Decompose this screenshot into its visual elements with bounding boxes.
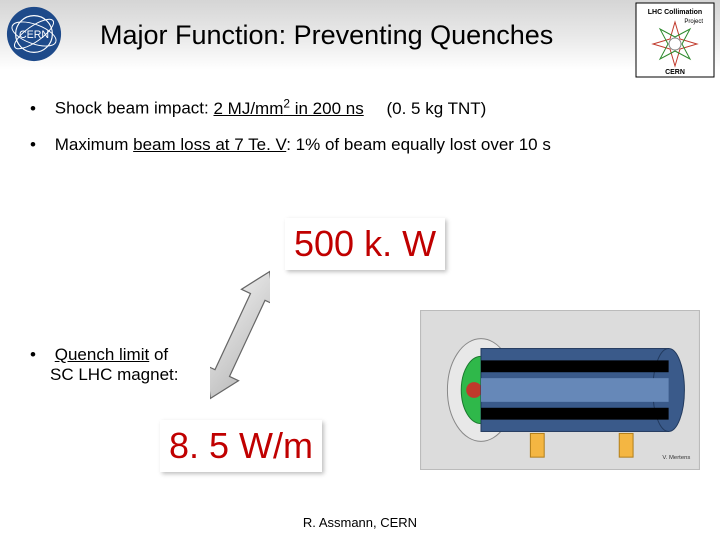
magnet-cutaway-illustration: V. Mertens <box>420 310 700 470</box>
shock-val-a: 2 MJ/mm <box>213 99 283 118</box>
value-500kw: 500 k. W <box>285 218 445 270</box>
svg-text:V. Mertens: V. Mertens <box>662 455 690 461</box>
shock-prefix: Shock beam impact: <box>55 99 214 118</box>
bullet-quench: • Quench limit of SC LHC magnet: <box>30 345 179 385</box>
proj-label-mid: Project <box>684 19 703 25</box>
bullet-shock: • Shock beam impact: 2 MJ/mm2 in 200 ns … <box>30 96 690 119</box>
maxloss-prefix: Maximum <box>55 135 133 154</box>
quench-under: Quench limit <box>55 345 149 364</box>
double-arrow-icon <box>210 265 270 405</box>
maxloss-under: beam loss at 7 Te. V <box>133 135 286 154</box>
proj-label-top: LHC Collimation <box>648 9 702 16</box>
content-area: • Shock beam impact: 2 MJ/mm2 in 200 ns … <box>0 70 720 155</box>
header-bar: CERN Major Function: Preventing Quenches… <box>0 0 720 70</box>
shock-tail: (0. 5 kg TNT) <box>386 99 486 118</box>
bullet-dot-icon: • <box>30 345 50 365</box>
bullet-dot-icon: • <box>30 135 50 155</box>
quench-tail-a: of <box>149 345 168 364</box>
quench-tail-b: SC LHC magnet: <box>50 365 179 385</box>
cern-logo-text: CERN <box>19 29 49 41</box>
shock-val-b: in 200 ns <box>290 99 364 118</box>
collimation-project-logo-icon: LHC Collimation Project CERN <box>635 2 715 78</box>
value-85wm: 8. 5 W/m <box>160 420 322 472</box>
proj-label-bottom: CERN <box>665 69 685 76</box>
footer-credit: R. Assmann, CERN <box>0 515 720 530</box>
shock-sup: 2 <box>283 96 290 110</box>
cern-logo-icon: CERN <box>5 5 63 63</box>
bullet-maxloss: • Maximum beam loss at 7 Te. V: 1% of be… <box>30 135 690 155</box>
maxloss-tail: : 1% of beam equally lost over 10 s <box>286 135 551 154</box>
bullet-dot-icon: • <box>30 99 50 119</box>
page-title: Major Function: Preventing Quenches <box>100 20 553 51</box>
